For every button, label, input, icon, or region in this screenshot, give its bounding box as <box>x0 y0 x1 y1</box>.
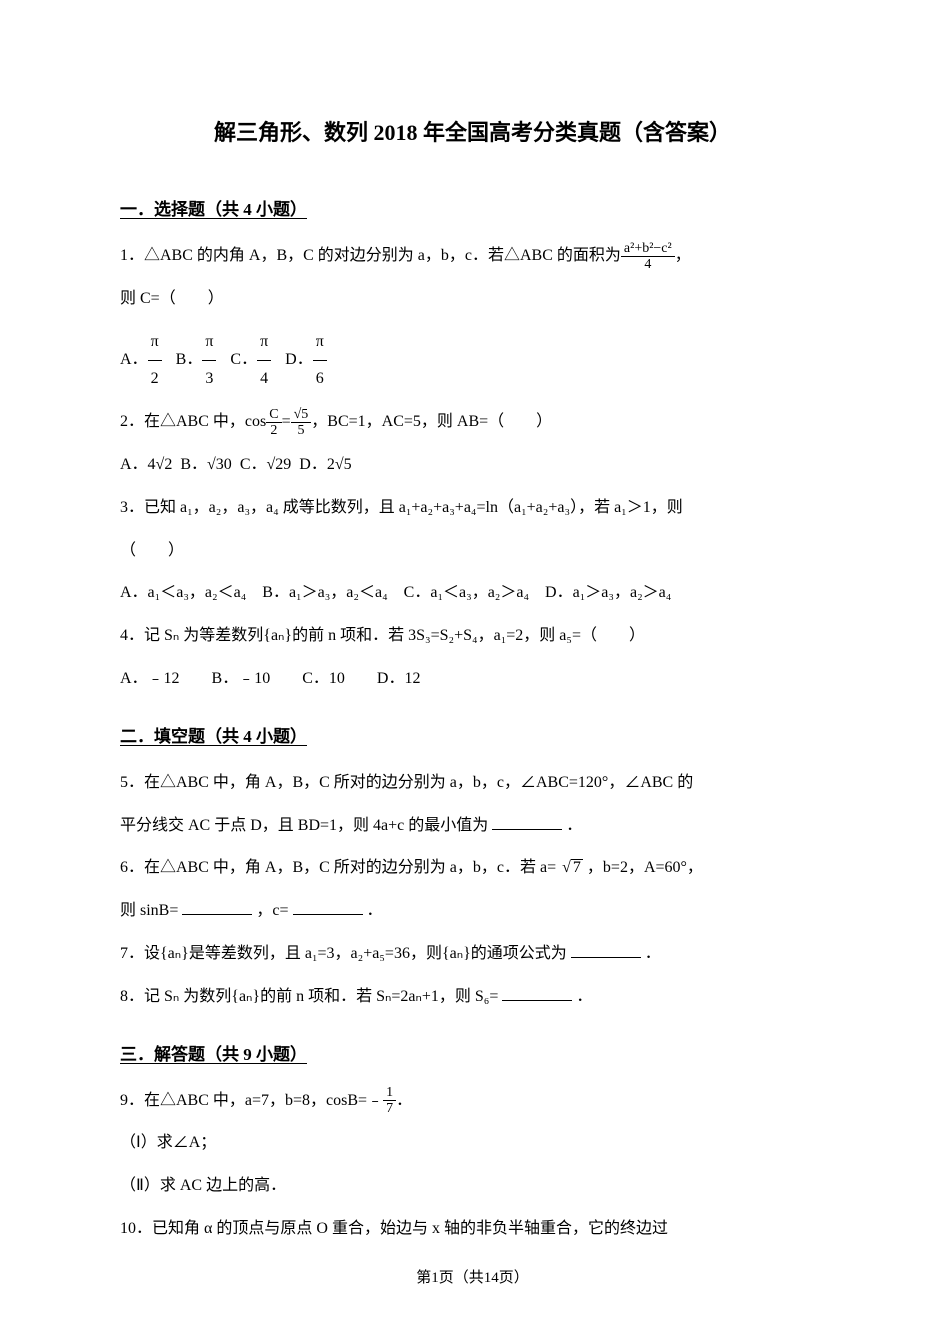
q1-line2: 则 C=（ ） <box>120 281 825 318</box>
q9-line3: （Ⅱ）求 AC 边上的高． <box>120 1168 825 1205</box>
q2-options: A．4√2 B．√30 C．√29 D．2√5 <box>120 447 825 484</box>
q1-optA: A． π 2 <box>120 324 162 399</box>
q8-post: ． <box>576 988 592 1005</box>
q2-optC: C．√29 <box>240 456 291 473</box>
q4-line1: 4．记 Sₙ 为等差数列{aₙ}的前 n 项和．若 3S₃=S₂+S₄，a₁=2… <box>120 618 825 655</box>
q1-optB-label: B． <box>176 342 203 379</box>
q7-blank <box>571 942 641 958</box>
q2-optA: A．4√2 <box>120 456 172 473</box>
q2-line1: 2．在△ABC 中，cos C 2 = √5 5 ，BC=1，AC=5，则 AB… <box>120 404 825 441</box>
q9-line1-pre: 9．在△ABC 中，a=7，b=8，cosB=﹣ <box>120 1083 383 1120</box>
q2-frac2: √5 5 <box>291 407 312 439</box>
q3-line2: （ ） <box>120 533 825 570</box>
q6-line1-pre: 6．在△ABC 中，角 A，B，C 所对的边分别为 a，b，c．若 a= <box>120 859 556 876</box>
q2-optB: B．√30 <box>180 456 231 473</box>
q2-prefix: 2．在△ABC 中，cos <box>120 404 266 441</box>
q1-optD: D． π 6 <box>285 324 327 399</box>
q6-line2-pre: 则 sinB= <box>120 902 178 919</box>
q6-sqrt-val: 7 <box>571 859 583 876</box>
q8: 8．记 Sₙ 为数列{aₙ}的前 n 项和．若 Sₙ=2aₙ+1，则 S₆= ． <box>120 979 825 1016</box>
q1-optC-frac: π 4 <box>257 324 271 399</box>
q1-optD-label: D． <box>285 342 313 379</box>
page-title: 解三角形、数列 2018 年全国高考分类真题（含答案） <box>120 115 825 147</box>
q6-blank2 <box>293 899 363 915</box>
q1-options: A． π 2 B． π 3 C． π 4 D． π 6 <box>120 324 825 399</box>
q5-line2: 平分线交 AC 于点 D，且 BD=1，则 4a+c 的最小值为 ． <box>120 808 825 845</box>
q2-suffix: ，BC=1，AC=5，则 AB=（ ） <box>311 404 552 441</box>
q1-prefix: 1．△ABC 的内角 A，B，C 的对边分别为 a，b，c．若△ABC 的面积为 <box>120 238 621 275</box>
q8-pre: 8．记 Sₙ 为数列{aₙ}的前 n 项和．若 Sₙ=2aₙ+1，则 S₆= <box>120 988 498 1005</box>
q7-pre: 7．设{aₙ}是等差数列，且 a₁=3，a₂+a₅=36，则{aₙ}的通项公式为 <box>120 945 567 962</box>
q1-frac-num: a²+b²−c² <box>621 241 675 257</box>
q4-options: A．﹣12 B．﹣10 C．10 D．12 <box>120 661 825 698</box>
q1-optD-frac: π 6 <box>313 324 327 399</box>
q3-line1: 3．已知 a₁，a₂，a₃，a₄ 成等比数列，且 a₁+a₂+a₃+a₄=ln（… <box>120 490 825 527</box>
q1-optC: C． π 4 <box>230 324 271 399</box>
q5-line2-pre: 平分线交 AC 于点 D，且 BD=1，则 4a+c 的最小值为 <box>120 817 488 834</box>
q6-line2: 则 sinB= ，c= ． <box>120 893 825 930</box>
q2-eq: = <box>282 404 291 441</box>
q2-optD: D．2√5 <box>299 456 351 473</box>
q5-blank <box>492 814 562 830</box>
q7: 7．设{aₙ}是等差数列，且 a₁=3，a₂+a₅=36，则{aₙ}的通项公式为… <box>120 936 825 973</box>
q9-line2: （Ⅰ）求∠A； <box>120 1125 825 1162</box>
q1-line1: 1．△ABC 的内角 A，B，C 的对边分别为 a，b，c．若△ABC 的面积为… <box>120 238 825 275</box>
q7-post: ． <box>645 945 661 962</box>
q1-fraction: a²+b²−c² 4 <box>621 241 675 273</box>
q5-line2-post: ． <box>566 817 582 834</box>
q1-optC-label: C． <box>230 342 257 379</box>
q1-optB: B． π 3 <box>176 324 217 399</box>
section3-heading: 三．解答题（共 9 小题） <box>120 1040 825 1065</box>
q8-blank <box>502 985 572 1001</box>
q6-line2-post: ． <box>367 902 383 919</box>
q1-optA-label: A． <box>120 342 148 379</box>
q9-frac: 1 7 <box>383 1085 396 1117</box>
q6-line1: 6．在△ABC 中，角 A，B，C 所对的边分别为 a，b，c．若 a= 7 ，… <box>120 850 825 887</box>
q1-suffix: ， <box>675 238 691 275</box>
q6-blank1 <box>182 899 252 915</box>
q10-line1: 10．已知角 α 的顶点与原点 O 重合，始边与 x 轴的非负半轴重合，它的终边… <box>120 1211 825 1248</box>
q1-optB-frac: π 3 <box>202 324 216 399</box>
q2-frac1: C 2 <box>266 407 281 439</box>
q9-line1-post: ． <box>396 1083 412 1120</box>
section2-heading: 二．填空题（共 4 小题） <box>120 722 825 747</box>
q5-line1: 5．在△ABC 中，角 A，B，C 所对的边分别为 a，b，c，∠ABC=120… <box>120 765 825 802</box>
q6-line1-post: ，b=2，A=60°， <box>587 859 703 876</box>
section1-heading: 一．选择题（共 4 小题） <box>120 195 825 220</box>
sqrt-icon: 7 <box>560 850 583 887</box>
q3-options: A．a₁＜a₃，a₂＜a₄ B．a₁＞a₃，a₂＜a₄ C．a₁＜a₃，a₂＞a… <box>120 575 825 612</box>
q9-line1: 9．在△ABC 中，a=7，b=8，cosB=﹣ 1 7 ． <box>120 1083 825 1120</box>
q6-line2-mid: ，c= <box>256 902 288 919</box>
q1-optA-frac: π 2 <box>148 324 162 399</box>
page-footer: 第1页（共14页） <box>0 1266 945 1287</box>
q1-frac-den: 4 <box>621 257 675 272</box>
